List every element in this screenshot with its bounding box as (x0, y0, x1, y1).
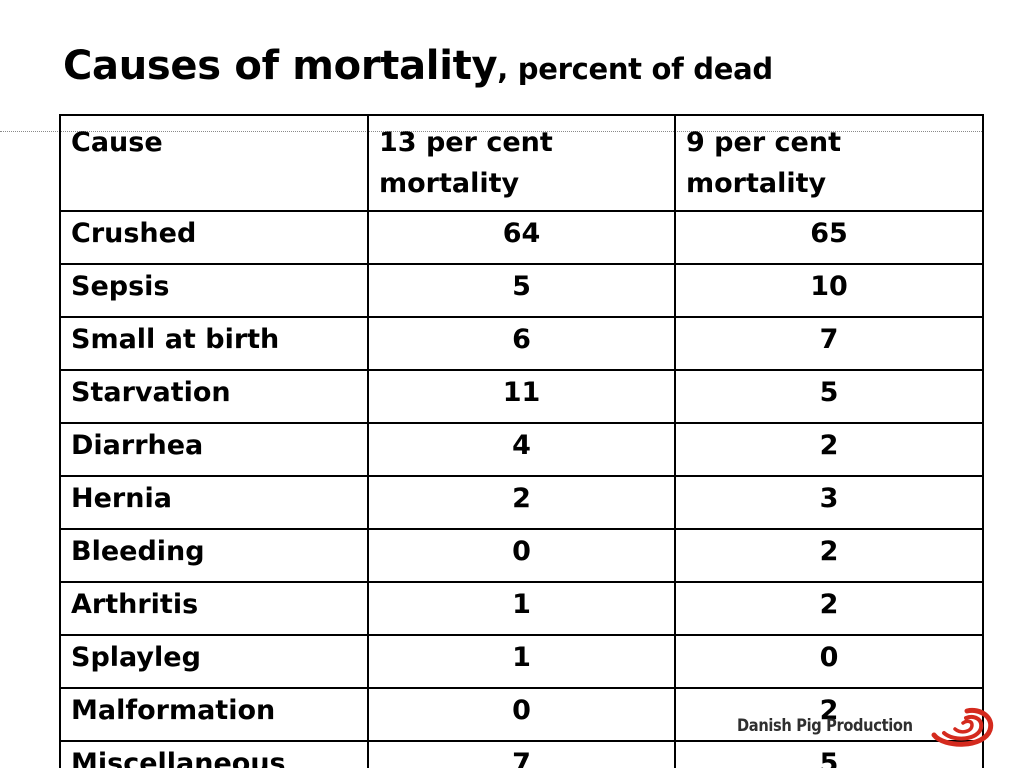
value-9-cell: 0 (674, 634, 984, 689)
mortality-table: Cause 13 per cent mortality 9 per cent m… (59, 114, 984, 768)
cause-cell: Hernia (59, 475, 369, 530)
value-13-cell: 1 (367, 581, 676, 636)
cause-cell: Crushed (59, 210, 369, 265)
value-9-cell: 2 (674, 422, 984, 477)
cause-cell: Small at birth (59, 316, 369, 371)
title-main: Causes of mortality (63, 43, 498, 89)
value-13-cell: 6 (367, 316, 676, 371)
value-13-cell: 4 (367, 422, 676, 477)
spiral-logo-icon (931, 707, 994, 747)
cause-cell: Sepsis (59, 263, 369, 318)
value-9-cell: 65 (674, 210, 984, 265)
cause-cell: Malformation (59, 687, 369, 742)
cause-cell: Diarrhea (59, 422, 369, 477)
table-row: Splayleg 1 0 (59, 634, 984, 689)
table-row: Crushed 64 65 (59, 210, 984, 265)
cause-cell: Starvation (59, 369, 369, 424)
cause-cell: Miscellaneous (59, 740, 369, 768)
table-row: Miscellaneous 7 5 (59, 740, 984, 768)
value-13-cell: 64 (367, 210, 676, 265)
value-13-cell: 0 (367, 528, 676, 583)
table-row: Starvation 11 5 (59, 369, 984, 424)
header-9-percent: 9 per cent mortality (674, 114, 984, 212)
header-13-percent: 13 per cent mortality (367, 114, 676, 212)
slide-title: Causes of mortality, percent of dead (63, 40, 773, 95)
value-13-cell: 11 (367, 369, 676, 424)
value-9-cell: 10 (674, 263, 984, 318)
value-9-cell: 7 (674, 316, 984, 371)
value-9-cell: 3 (674, 475, 984, 530)
table-row: Small at birth 6 7 (59, 316, 984, 371)
value-9-cell: 2 (674, 528, 984, 583)
table-row: Hernia 2 3 (59, 475, 984, 530)
value-13-cell: 2 (367, 475, 676, 530)
value-13-cell: 1 (367, 634, 676, 689)
cause-cell: Bleeding (59, 528, 369, 583)
value-13-cell: 7 (367, 740, 676, 768)
table-row: Bleeding 0 2 (59, 528, 984, 583)
title-subtitle: , percent of dead (497, 52, 773, 86)
value-13-cell: 0 (367, 687, 676, 742)
value-9-cell: 5 (674, 369, 984, 424)
value-9-cell: 5 (674, 740, 984, 768)
danish-pig-production-logo: Danish Pig Production (737, 704, 1001, 748)
cause-cell: Splayleg (59, 634, 369, 689)
table-row: Sepsis 5 10 (59, 263, 984, 318)
table-row: Arthritis 1 2 (59, 581, 984, 636)
table-row: Malformation 0 2 (59, 687, 984, 742)
table-header-row: Cause 13 per cent mortality 9 per cent m… (59, 114, 984, 212)
value-9-cell: 2 (674, 581, 984, 636)
value-9-cell: 2 (674, 687, 984, 742)
logo-text: Danish Pig Production (737, 716, 913, 736)
cause-cell: Arthritis (59, 581, 369, 636)
header-cause: Cause (59, 114, 369, 212)
table-row: Diarrhea 4 2 (59, 422, 984, 477)
value-13-cell: 5 (367, 263, 676, 318)
